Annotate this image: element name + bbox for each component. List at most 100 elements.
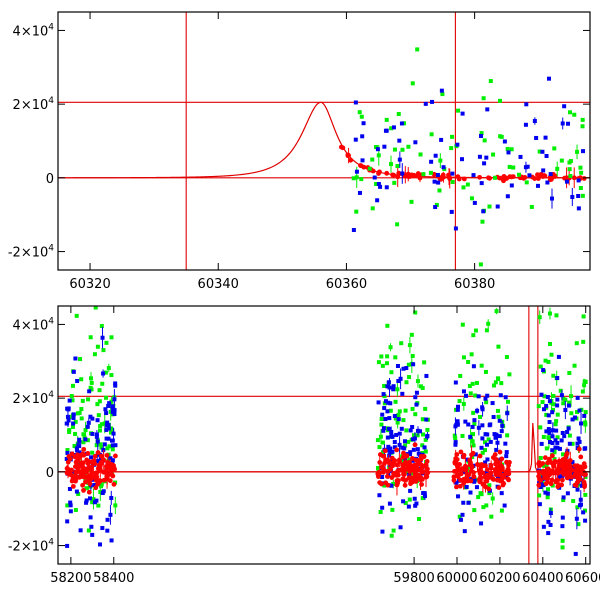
data-point bbox=[403, 408, 408, 413]
data-point bbox=[70, 398, 75, 403]
data-point bbox=[581, 339, 586, 344]
data-point bbox=[484, 155, 489, 160]
data-point bbox=[582, 413, 587, 418]
y-tick-label: 4×104 bbox=[13, 22, 55, 39]
data-point bbox=[393, 416, 398, 421]
data-point bbox=[381, 426, 386, 431]
data-point bbox=[547, 440, 552, 445]
plot-area-bottom bbox=[58, 294, 590, 564]
data-point bbox=[493, 380, 498, 385]
data-point bbox=[484, 470, 489, 475]
data-point bbox=[387, 501, 392, 506]
data-point bbox=[471, 474, 477, 480]
series-0 bbox=[65, 294, 588, 550]
data-point bbox=[536, 482, 542, 488]
data-point bbox=[538, 364, 543, 369]
data-point bbox=[545, 495, 550, 500]
data-point bbox=[466, 422, 471, 427]
data-point bbox=[485, 457, 490, 462]
data-point bbox=[478, 262, 483, 267]
data-point bbox=[456, 294, 460, 298]
data-point bbox=[540, 149, 545, 154]
data-point bbox=[76, 461, 81, 466]
data-point bbox=[104, 473, 110, 479]
data-point bbox=[535, 183, 540, 188]
data-point bbox=[453, 442, 458, 447]
data-point bbox=[580, 117, 585, 122]
plot-frame-bottom bbox=[57, 305, 591, 565]
data-point bbox=[493, 175, 498, 180]
data-point bbox=[576, 194, 581, 199]
data-point bbox=[390, 449, 395, 454]
data-point bbox=[568, 159, 573, 164]
data-point bbox=[92, 483, 97, 488]
data-point bbox=[375, 198, 380, 203]
data-point bbox=[561, 498, 566, 503]
data-point bbox=[396, 170, 402, 176]
data-point bbox=[388, 408, 393, 413]
data-point bbox=[553, 438, 558, 443]
data-point bbox=[488, 439, 493, 444]
data-point bbox=[403, 443, 408, 448]
data-point bbox=[471, 173, 476, 178]
data-point bbox=[467, 383, 472, 388]
data-point bbox=[511, 165, 516, 170]
data-point bbox=[546, 531, 551, 536]
data-point bbox=[455, 142, 460, 147]
data-point bbox=[548, 522, 553, 527]
data-point bbox=[382, 406, 387, 411]
x-tick-label: 60340 bbox=[198, 277, 239, 292]
data-point bbox=[395, 222, 400, 227]
data-point bbox=[536, 473, 542, 479]
data-point bbox=[480, 423, 485, 428]
data-point bbox=[534, 135, 539, 140]
data-point bbox=[550, 440, 555, 445]
data-point bbox=[452, 433, 457, 438]
data-point bbox=[479, 134, 484, 139]
data-point bbox=[108, 456, 113, 461]
data-point bbox=[68, 500, 73, 505]
data-point bbox=[111, 467, 116, 473]
data-point bbox=[97, 388, 102, 393]
data-point bbox=[476, 477, 482, 482]
data-point bbox=[69, 394, 74, 399]
data-point bbox=[579, 170, 584, 175]
data-point bbox=[544, 412, 549, 417]
data-point bbox=[100, 381, 105, 386]
data-point bbox=[376, 182, 381, 187]
data-point bbox=[506, 477, 511, 483]
data-point bbox=[570, 417, 575, 422]
data-point bbox=[579, 502, 584, 507]
data-point bbox=[481, 209, 486, 214]
data-point bbox=[455, 407, 460, 412]
data-point bbox=[541, 434, 546, 439]
data-point bbox=[473, 452, 478, 457]
data-point bbox=[396, 379, 401, 384]
data-point bbox=[110, 406, 115, 411]
data-point bbox=[569, 411, 574, 416]
data-point bbox=[477, 414, 482, 419]
data-point bbox=[537, 149, 542, 154]
data-point bbox=[414, 390, 419, 395]
data-point bbox=[87, 496, 92, 501]
data-point bbox=[68, 503, 73, 508]
data-point bbox=[88, 515, 93, 520]
data-point bbox=[357, 110, 362, 115]
data-point bbox=[483, 396, 488, 401]
data-point bbox=[406, 504, 411, 509]
data-point bbox=[465, 182, 470, 187]
data-point bbox=[96, 503, 101, 508]
data-point bbox=[505, 194, 510, 199]
data-point bbox=[98, 442, 103, 447]
data-point bbox=[573, 551, 578, 556]
data-point bbox=[89, 455, 94, 460]
data-point bbox=[80, 398, 85, 403]
data-point bbox=[546, 487, 551, 492]
data-point bbox=[400, 147, 405, 152]
data-point bbox=[110, 409, 115, 414]
data-point bbox=[575, 505, 580, 510]
data-point bbox=[483, 448, 488, 453]
data-point bbox=[551, 393, 556, 398]
data-point bbox=[389, 533, 394, 538]
